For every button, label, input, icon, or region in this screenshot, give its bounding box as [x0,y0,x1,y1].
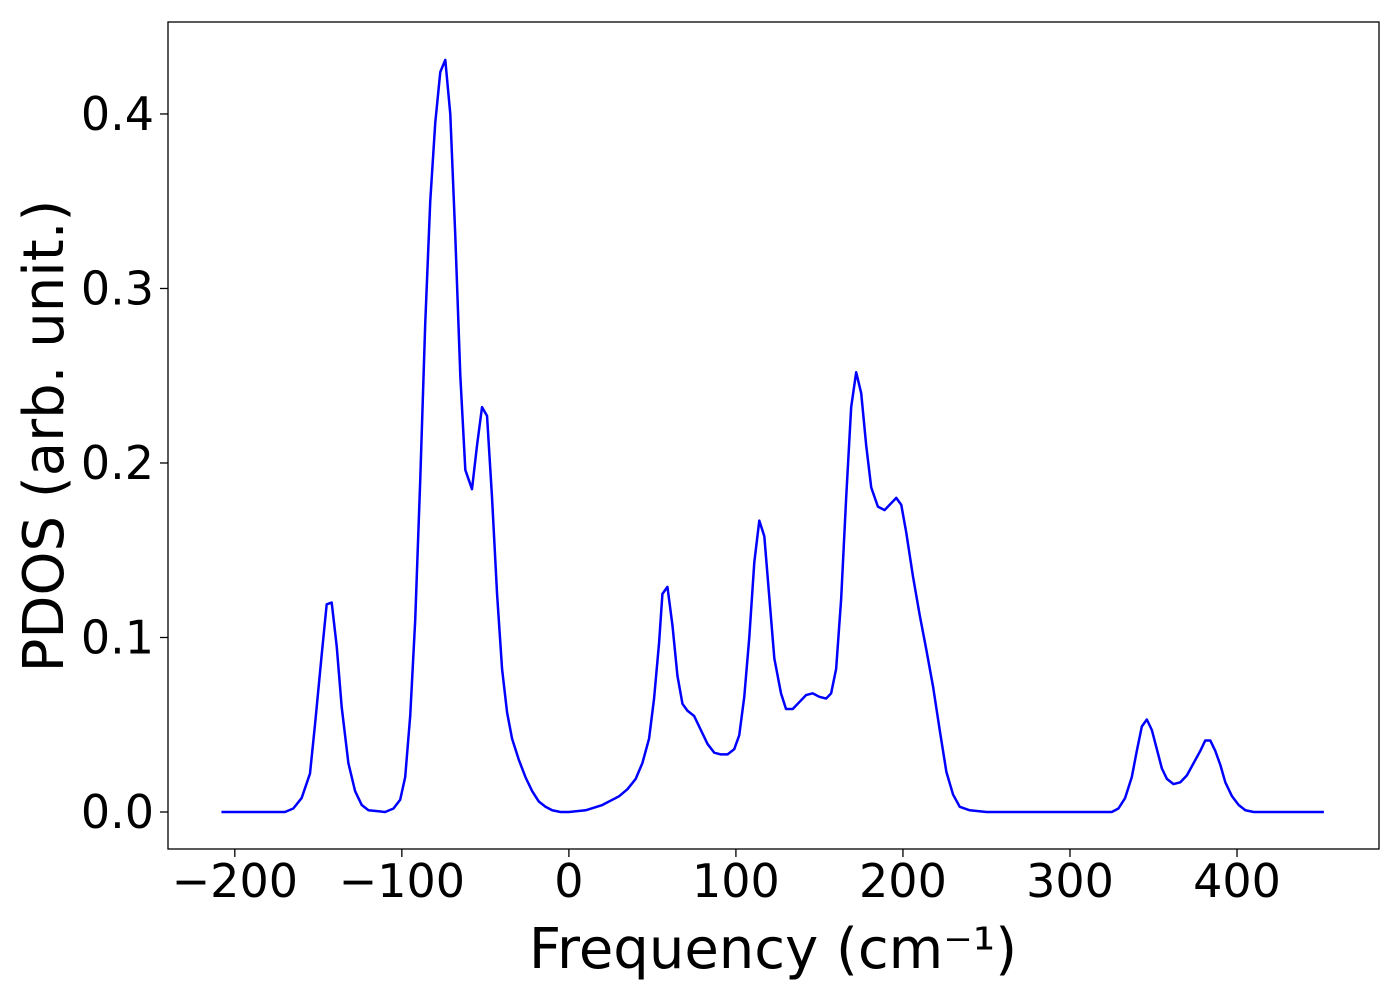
x-tick-label: 0 [554,854,583,908]
y-axis-label: PDOS (arb. unit.) [12,200,77,673]
x-axis-label: Frequency (cm⁻¹) [529,917,1017,982]
line-series [221,58,1324,814]
x-tick-label: −100 [339,854,465,908]
y-tick-label: 0.1 [81,610,154,664]
x-tick-label: 200 [859,854,947,908]
y-tick-label: 0.3 [81,261,154,315]
x-tick-label: −200 [172,854,298,908]
x-tick-label: 300 [1026,854,1114,908]
plot-frame [167,21,1380,850]
x-tick-label: 400 [1193,854,1281,908]
x-tick-label: 100 [692,854,780,908]
y-tick-label: 0.4 [81,87,154,141]
y-tick-label: 0.2 [81,436,154,490]
y-tick-label: 0.0 [81,785,154,839]
